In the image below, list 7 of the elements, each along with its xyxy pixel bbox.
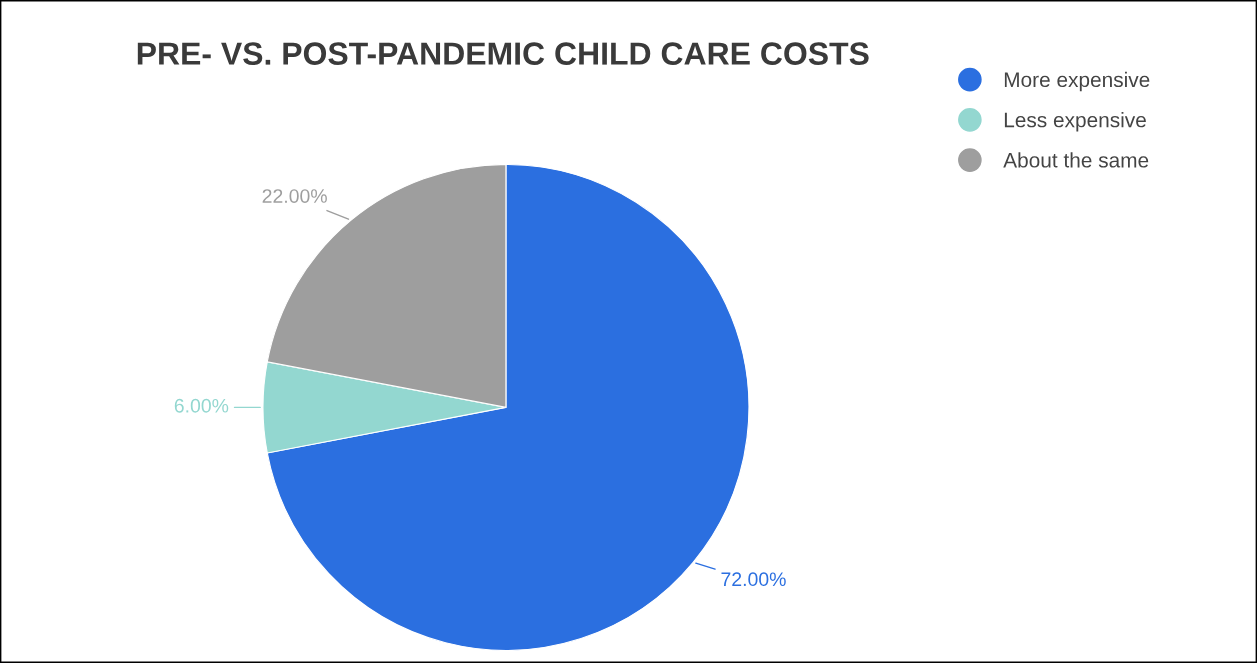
data-label: 72.00% <box>721 572 786 587</box>
legend-label: More expensive <box>1004 71 1150 92</box>
chart-title: PRE- VS. POST-PANDEMIC CHILD CARE COSTS <box>137 42 869 65</box>
legend-label: About the same <box>1003 152 1149 168</box>
data-label: 22.00% <box>262 189 327 203</box>
data-label: 6.00% <box>174 398 229 413</box>
legend-label: Less expensive <box>1004 112 1146 132</box>
